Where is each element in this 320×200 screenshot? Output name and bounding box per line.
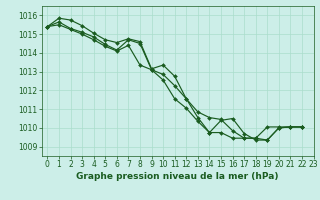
X-axis label: Graphe pression niveau de la mer (hPa): Graphe pression niveau de la mer (hPa) xyxy=(76,172,279,181)
